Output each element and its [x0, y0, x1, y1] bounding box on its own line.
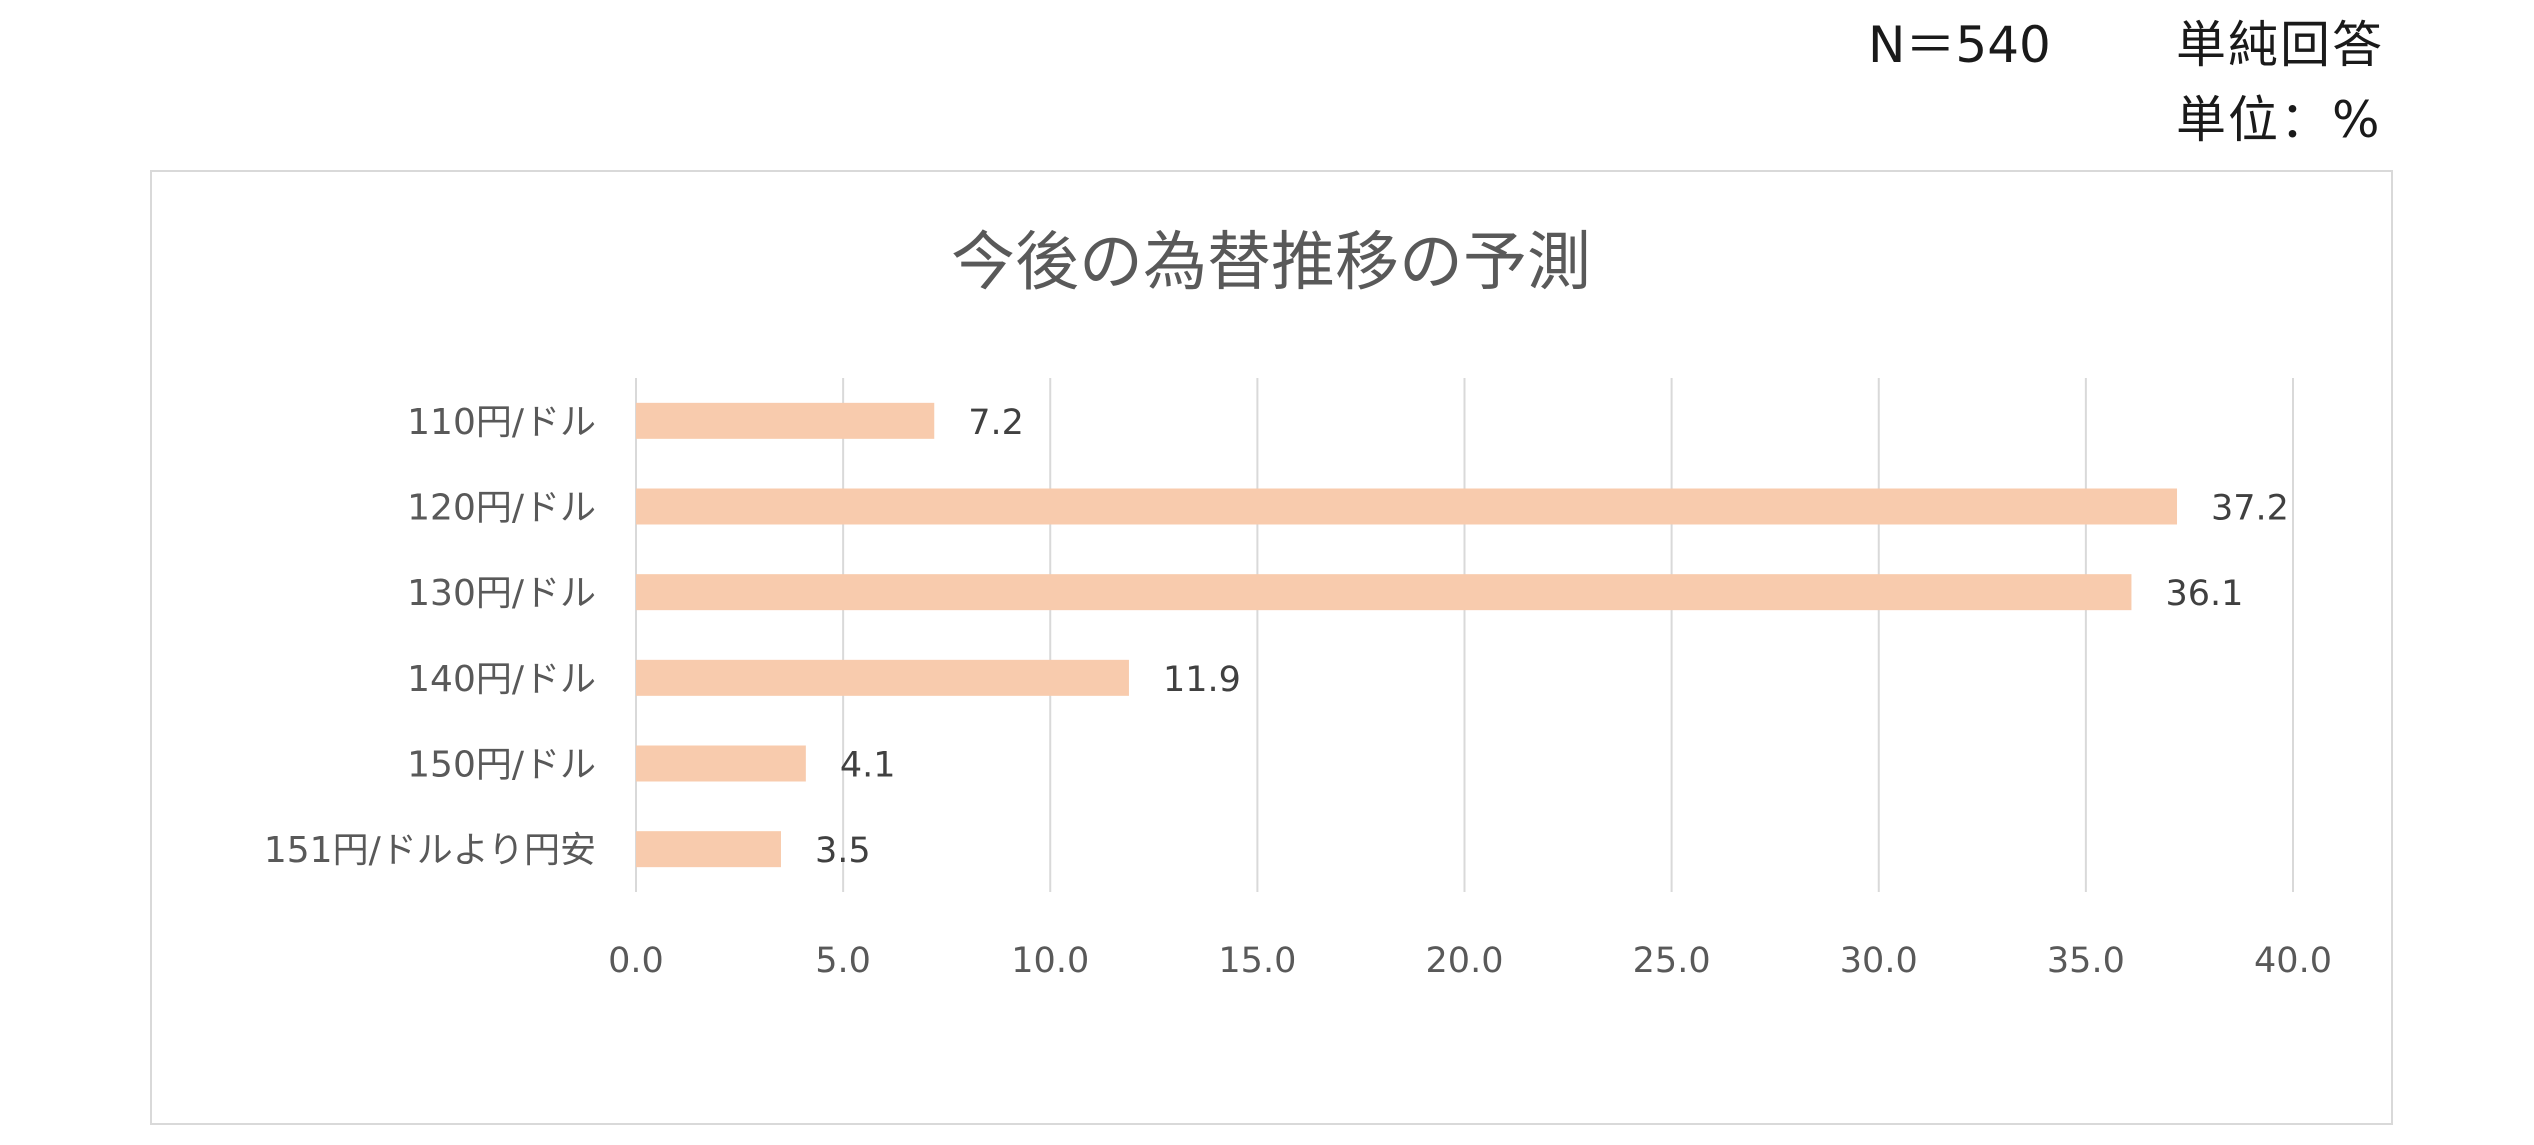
bar	[636, 574, 2132, 611]
x-tick-label: 25.0	[1633, 941, 1711, 981]
x-tick-label: 15.0	[1218, 941, 1296, 981]
category-label: 130円/ドル	[407, 573, 596, 614]
sample-size-label: N＝540	[1868, 16, 2051, 74]
category-label: 150円/ドル	[407, 745, 596, 786]
category-label: 151円/ドルより円安	[264, 830, 596, 871]
unit-label: 単位：%	[2176, 91, 2382, 149]
category-label: 110円/ドル	[407, 402, 596, 443]
data-label: 36.1	[2165, 574, 2243, 614]
x-tick-label: 30.0	[1840, 941, 1918, 981]
bar	[636, 659, 1129, 696]
category-label: 140円/ドル	[407, 659, 596, 700]
bar	[636, 488, 2178, 525]
x-tick-label: 20.0	[1426, 941, 1504, 981]
data-labels: 7.2 37.2 36.1 11.9 4.1 3.5	[815, 403, 2289, 871]
category-labels: 110円/ドル 120円/ドル 130円/ドル 140円/ドル 150円/ドル 151円/…	[264, 402, 596, 871]
chart-title: 今後の為替推移の予測	[951, 226, 1591, 300]
bar-chart: 今後の為替推移の予測 110円/ドル120円/ドル130円/ドル140円/ドル1…	[264, 226, 2332, 981]
x-axis-tick-labels: 0.0 5.0 10.0 15.0 20.0 25.0 30.0 35.0 40.0	[608, 941, 2332, 981]
x-tick-label: 5.0	[815, 941, 871, 981]
chart-area: 今後の為替推移の予測 110円/ドル 120円/ドル 130円/ドル 140円/ドル 1…	[150, 170, 2393, 1125]
bar	[636, 745, 806, 782]
x-tick-label: 40.0	[2254, 941, 2332, 981]
gridlines	[635, 378, 2294, 892]
data-label: 4.1	[840, 746, 896, 786]
data-label: 7.2	[968, 403, 1024, 443]
category-label: 120円/ドル	[407, 488, 596, 529]
x-tick-label: 35.0	[2047, 941, 2125, 981]
data-label: 3.5	[815, 831, 871, 871]
bar	[636, 402, 935, 439]
bars	[636, 402, 2178, 868]
bar	[636, 831, 781, 868]
answer-type-label: 単純回答	[2176, 16, 2384, 74]
x-tick-label: 0.0	[608, 941, 664, 981]
data-label: 37.2	[2211, 489, 2289, 529]
data-label: 11.9	[1163, 660, 1241, 700]
x-tick-label: 10.0	[1011, 941, 1089, 981]
